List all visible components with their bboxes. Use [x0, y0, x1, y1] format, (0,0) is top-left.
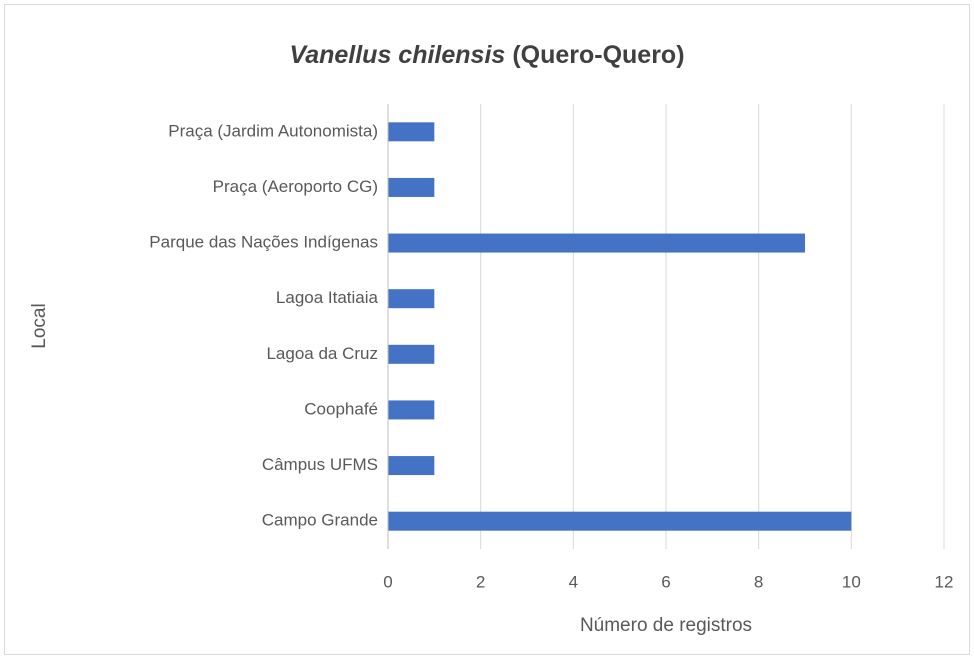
y-tick-label: Câmpus UFMS [262, 455, 378, 474]
x-tick-label: 6 [661, 572, 670, 591]
x-tick-label: 4 [569, 572, 578, 591]
bar [388, 344, 435, 364]
bar [388, 177, 435, 197]
y-axis-title: Local [29, 303, 50, 348]
x-tick-label: 12 [935, 572, 954, 591]
bar [388, 400, 435, 420]
chart-border [4, 4, 970, 655]
x-tick-label: 0 [383, 572, 392, 591]
bar [388, 511, 852, 531]
bar [388, 456, 435, 476]
y-tick-label: Lagoa Itatiaia [276, 288, 379, 307]
x-tick-label: 8 [754, 572, 763, 591]
y-tick-label: Praça (Jardim Autonomista) [168, 121, 378, 140]
bar [388, 233, 805, 253]
bar [388, 122, 435, 142]
title-common: (Quero-Quero) [512, 41, 684, 69]
y-tick-label: Parque das Nações Indígenas [149, 233, 378, 252]
x-tick-label: 10 [842, 572, 861, 591]
y-tick-label: Campo Grande [262, 511, 378, 530]
bar [388, 289, 435, 309]
chart-title: Vanellus chilensis (Quero-Quero) [289, 41, 684, 69]
y-tick-label: Coophafé [304, 399, 378, 418]
x-tick-label: 2 [476, 572, 485, 591]
y-tick-label: Praça (Aeroporto CG) [213, 177, 378, 196]
x-axis-title: Número de registros [580, 615, 752, 636]
y-tick-label: Lagoa da Cruz [266, 344, 378, 363]
title-species: Vanellus chilensis [289, 41, 505, 69]
